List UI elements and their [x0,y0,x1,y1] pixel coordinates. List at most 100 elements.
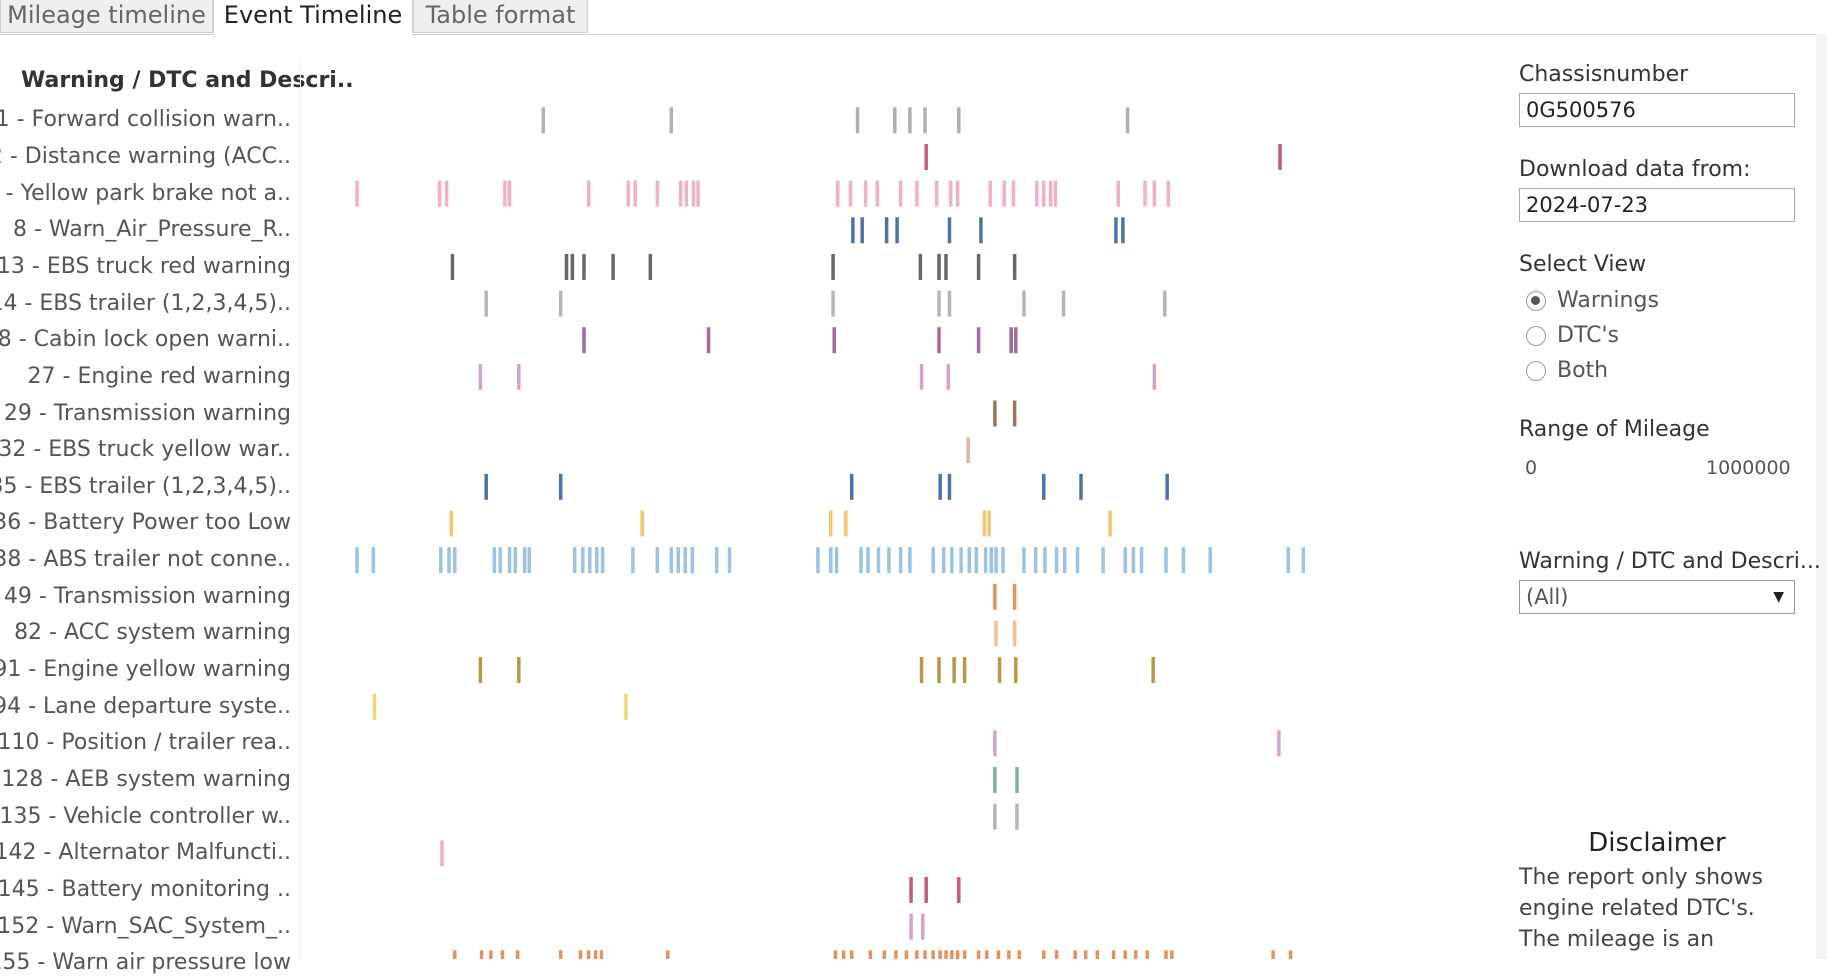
event-mark[interactable] [507,547,512,574]
event-mark[interactable] [1033,547,1038,574]
event-mark[interactable] [931,547,935,574]
event-mark[interactable] [937,290,941,317]
event-mark[interactable] [527,547,532,574]
event-mark[interactable] [855,107,860,134]
event-mark[interactable] [816,547,820,574]
event-mark[interactable] [1123,547,1127,574]
event-mark[interactable] [955,180,960,207]
event-mark[interactable] [1111,950,1116,959]
event-mark[interactable] [828,510,833,537]
event-mark[interactable] [979,217,983,244]
event-mark[interactable] [923,950,927,959]
event-mark[interactable] [908,547,912,574]
event-mark[interactable] [1095,950,1100,959]
event-mark[interactable] [503,180,507,207]
event-mark[interactable] [937,657,941,684]
event-mark[interactable] [599,950,604,959]
event-mark[interactable] [611,253,615,280]
event-mark[interactable] [513,547,518,574]
event-mark[interactable] [355,547,359,574]
event-mark[interactable] [898,180,903,207]
event-mark[interactable] [1042,950,1046,959]
event-mark[interactable] [976,327,981,354]
event-mark[interactable] [996,950,1001,959]
event-mark[interactable] [1301,547,1306,574]
event-mark[interactable] [517,363,521,390]
tab-mileage-timeline[interactable]: Mileage timeline [0,0,213,33]
scrollbar-track[interactable] [1816,34,1827,959]
event-mark[interactable] [558,473,563,500]
event-mark[interactable] [570,253,575,280]
event-mark[interactable] [993,583,997,610]
event-mark[interactable] [507,180,512,207]
event-mark[interactable] [676,547,681,574]
event-mark[interactable] [1083,950,1088,959]
event-mark[interactable] [1002,180,1006,207]
event-mark[interactable] [372,693,377,720]
event-mark[interactable] [1017,950,1022,959]
event-mark[interactable] [887,547,891,574]
event-mark[interactable] [355,180,359,207]
event-mark[interactable] [437,180,442,207]
event-mark[interactable] [1011,180,1016,207]
event-mark[interactable] [966,437,970,464]
event-mark[interactable] [1042,180,1046,207]
event-mark[interactable] [498,547,502,574]
tab-table-format[interactable]: Table format [413,0,588,33]
event-mark[interactable] [586,180,591,207]
event-mark[interactable] [1079,473,1083,500]
event-mark[interactable] [1271,950,1275,959]
event-mark[interactable] [947,290,952,317]
event-mark[interactable] [983,547,988,574]
event-mark[interactable] [1152,180,1157,207]
event-mark[interactable] [895,217,899,244]
event-mark[interactable] [1015,767,1019,794]
event-mark[interactable] [691,180,696,207]
event-mark[interactable] [1288,950,1293,959]
event-mark[interactable] [1062,547,1067,574]
event-mark[interactable] [924,876,928,903]
event-mark[interactable] [952,657,956,684]
event-mark[interactable] [1042,473,1046,500]
event-mark[interactable] [831,253,835,280]
event-mark[interactable] [918,253,923,280]
event-mark[interactable] [988,180,992,207]
event-mark[interactable] [882,950,887,959]
event-mark[interactable] [957,876,961,903]
event-mark[interactable] [578,950,583,959]
event-mark[interactable] [950,950,954,959]
event-mark[interactable] [1012,583,1017,610]
event-mark[interactable] [1164,950,1168,959]
event-mark[interactable] [849,473,854,500]
range-max[interactable]: 1000000 [1706,457,1791,479]
event-mark[interactable] [941,547,946,574]
event-mark[interactable] [944,253,948,280]
event-mark[interactable] [1286,547,1290,574]
event-mark[interactable] [947,217,952,244]
event-mark[interactable] [655,180,660,207]
event-mark[interactable] [1116,180,1121,207]
event-mark[interactable] [866,547,870,574]
event-mark[interactable] [1048,180,1053,207]
event-mark[interactable] [993,730,997,757]
event-mark[interactable] [875,180,880,207]
event-mark[interactable] [484,473,488,500]
event-mark[interactable] [626,180,630,207]
event-mark[interactable] [1022,547,1026,574]
event-mark[interactable] [1145,950,1150,959]
event-mark[interactable] [976,253,981,280]
event-mark[interactable] [684,180,689,207]
event-mark[interactable] [1152,363,1157,390]
event-mark[interactable] [631,547,635,574]
event-mark[interactable] [962,657,967,684]
event-mark[interactable] [835,180,840,207]
event-mark[interactable] [706,327,711,354]
event-mark[interactable] [967,547,972,574]
event-mark[interactable] [666,950,670,959]
event-mark[interactable] [1061,290,1066,317]
chassis-input[interactable]: 0G500576 [1519,93,1795,127]
event-mark[interactable] [371,547,376,574]
event-mark[interactable] [1181,547,1186,574]
event-mark[interactable] [997,657,1002,684]
event-mark[interactable] [648,253,653,280]
